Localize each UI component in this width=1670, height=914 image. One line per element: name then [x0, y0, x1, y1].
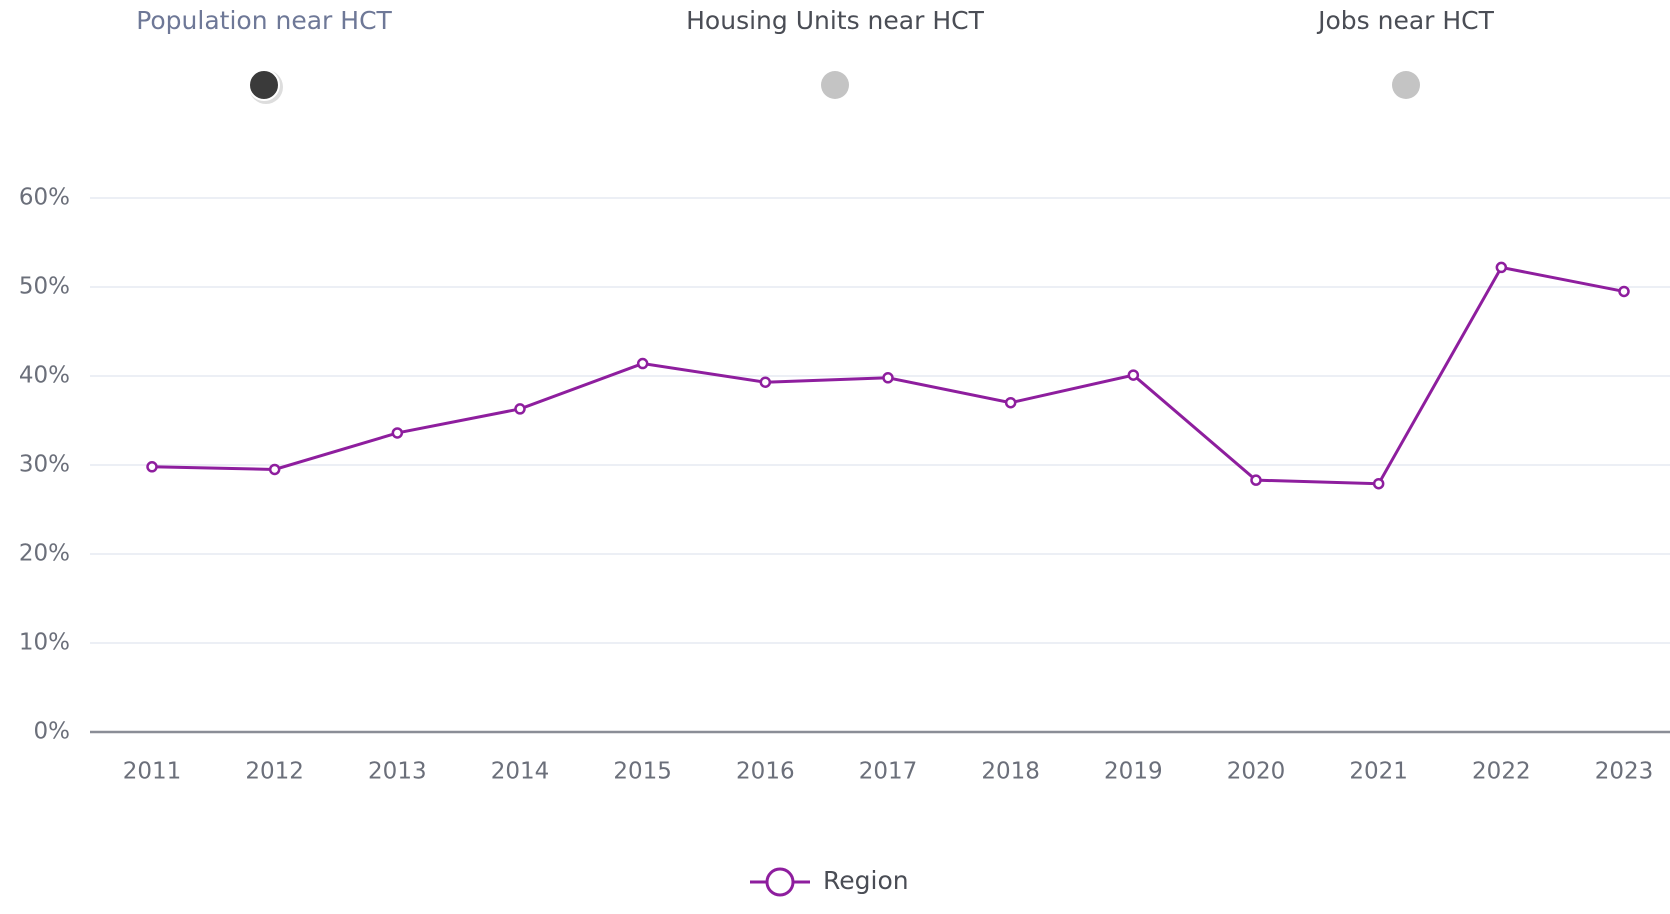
y-tick-label: 60% [19, 185, 70, 211]
x-tick-label: 2023 [1595, 759, 1654, 785]
tab-dot[interactable] [1392, 71, 1420, 99]
tab-label[interactable]: Housing Units near HCT [686, 6, 984, 35]
x-tick-label: 2011 [123, 759, 182, 785]
point [391, 427, 404, 439]
legend-marker[interactable] [765, 867, 795, 897]
y-tick-label: 50% [19, 274, 70, 300]
x-tick-label: 2020 [1227, 759, 1286, 785]
x-tick-label: 2022 [1472, 759, 1531, 785]
y-tick-label: 40% [19, 363, 70, 389]
x-tick-label: 2013 [368, 759, 427, 785]
x-tick-label: 2021 [1349, 759, 1408, 785]
tab-label[interactable]: Population near HCT [136, 6, 392, 35]
point [268, 463, 281, 476]
point [514, 403, 526, 415]
y-tick-label: 30% [19, 452, 70, 478]
tab-dot[interactable] [821, 71, 849, 99]
y-tick-label: 20% [19, 541, 70, 567]
x-tick-label: 2014 [491, 759, 550, 785]
point [146, 461, 158, 473]
tab-dot[interactable] [248, 69, 280, 101]
point [1004, 396, 1017, 409]
point [1127, 369, 1140, 381]
y-tick-label: 0% [34, 719, 71, 745]
point [882, 372, 894, 384]
x-tick-label: 2012 [245, 759, 304, 785]
point [1372, 477, 1385, 490]
y-tick-label: 10% [19, 630, 70, 656]
point [636, 357, 649, 370]
x-tick-label: 2017 [859, 759, 918, 785]
tab-label[interactable]: Jobs near HCT [1316, 6, 1495, 35]
x-tick-label: 2015 [613, 759, 672, 785]
x-tick-label: 2018 [981, 759, 1040, 785]
point [1250, 474, 1262, 486]
legend-label[interactable]: Region [823, 866, 909, 895]
x-tick-label: 2016 [736, 759, 795, 785]
point [1618, 285, 1630, 298]
x-tick-label: 2019 [1104, 759, 1163, 785]
point [759, 376, 772, 388]
point [1495, 261, 1508, 274]
